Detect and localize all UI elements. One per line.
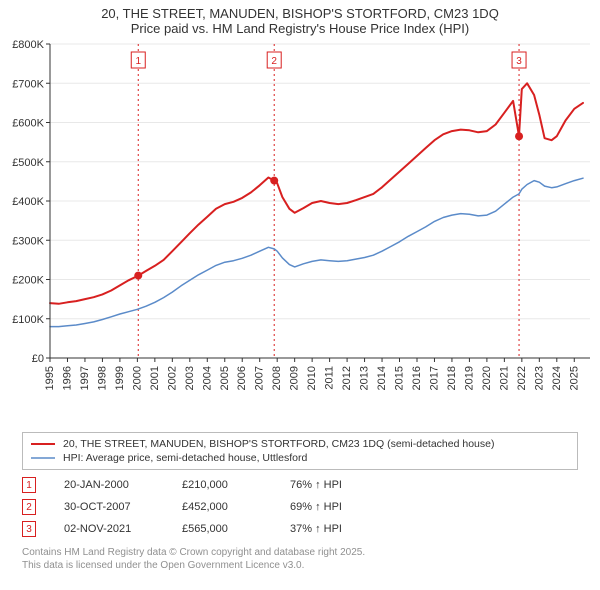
x-tick-label: 2022 (516, 366, 528, 390)
x-tick-label: 2010 (306, 366, 318, 390)
x-tick-label: 2017 (428, 366, 440, 390)
y-tick-label: £500K (12, 157, 44, 169)
x-tick-label: 2024 (551, 366, 563, 390)
x-tick-label: 2020 (481, 366, 493, 390)
x-tick-label: 2011 (324, 366, 336, 390)
x-tick-label: 2015 (394, 366, 406, 390)
svg-text:2: 2 (271, 56, 277, 67)
x-tick-label: 1997 (79, 366, 91, 390)
x-tick-label: 2019 (463, 366, 475, 390)
line-chart-svg: 1 2 3 £0 £100K £200K £300K £400K £500K £600K £700K… (0, 38, 600, 428)
event-date: 30-OCT-2007 (64, 501, 154, 513)
x-tick-label: 2007 (254, 366, 266, 390)
x-tick-label: 2008 (271, 366, 283, 390)
x-tick-label: 2021 (498, 366, 510, 390)
event-price: £452,000 (182, 501, 262, 513)
x-tick-label: 2023 (533, 366, 545, 390)
series-marker (134, 272, 142, 280)
x-tick-label: 2000 (131, 366, 143, 390)
footer-line-2: This data is licensed under the Open Gov… (22, 559, 578, 572)
event-number-box: 3 (22, 521, 36, 537)
x-tick-label: 2005 (219, 366, 231, 390)
event-date: 20-JAN-2000 (64, 479, 154, 491)
event-number-box: 1 (22, 477, 36, 493)
event-marker-1: 1 (131, 52, 145, 68)
x-tick-label: 2004 (201, 366, 213, 390)
footer-line-1: Contains HM Land Registry data © Crown c… (22, 546, 578, 559)
event-row: 1 20-JAN-2000 £210,000 76% ↑ HPI (22, 474, 578, 496)
y-tick-label: £700K (12, 78, 44, 90)
y-tick-label: £0 (32, 353, 44, 365)
event-hpi: 76% ↑ HPI (290, 479, 342, 491)
y-tick-label: £300K (12, 235, 44, 247)
legend-swatch (31, 453, 55, 463)
event-hpi: 37% ↑ HPI (290, 523, 342, 535)
x-tick-label: 2025 (568, 366, 580, 390)
event-date: 02-NOV-2021 (64, 523, 154, 535)
series-hpi (50, 178, 583, 326)
series-subject (50, 83, 583, 303)
y-tick-label: £800K (12, 39, 44, 51)
y-tick-label: £100K (12, 314, 44, 326)
event-row: 3 02-NOV-2021 £565,000 37% ↑ HPI (22, 518, 578, 540)
series-marker (515, 132, 523, 140)
event-marker-2: 2 (267, 52, 281, 68)
title-line-2: Price paid vs. HM Land Registry's House … (8, 21, 592, 36)
x-tick-label: 1995 (44, 366, 56, 390)
svg-text:3: 3 (516, 56, 522, 67)
x-tick-label: 1999 (114, 366, 126, 390)
legend-label: 20, THE STREET, MANUDEN, BISHOP'S STORTF… (63, 438, 494, 450)
events-table: 1 20-JAN-2000 £210,000 76% ↑ HPI 2 30-OCT-200… (22, 474, 578, 540)
title-line-1: 20, THE STREET, MANUDEN, BISHOP'S STORTF… (8, 6, 592, 21)
y-tick-label: £400K (12, 196, 44, 208)
x-tick-label: 2012 (341, 366, 353, 390)
x-tick-label: 1996 (61, 366, 73, 390)
event-marker-3: 3 (512, 52, 526, 68)
legend-label: HPI: Average price, semi-detached house,… (63, 452, 307, 464)
event-price: £565,000 (182, 523, 262, 535)
legend-item: HPI: Average price, semi-detached house,… (31, 451, 569, 465)
y-tick-label: £200K (12, 275, 44, 287)
x-tick-label: 2006 (236, 366, 248, 390)
x-tick-label: 2003 (184, 366, 196, 390)
x-tick-label: 2009 (289, 366, 301, 390)
x-tick-label: 2001 (149, 366, 161, 390)
chart-title: 20, THE STREET, MANUDEN, BISHOP'S STORTF… (0, 0, 600, 38)
x-tick-label: 2014 (376, 366, 388, 390)
event-row: 2 30-OCT-2007 £452,000 69% ↑ HPI (22, 496, 578, 518)
legend: 20, THE STREET, MANUDEN, BISHOP'S STORTF… (22, 432, 578, 470)
y-tick-label: £600K (12, 118, 44, 130)
series-marker (270, 177, 278, 185)
footer-attribution: Contains HM Land Registry data © Crown c… (22, 546, 578, 572)
x-tick-label: 2016 (411, 366, 423, 390)
event-price: £210,000 (182, 479, 262, 491)
event-hpi: 69% ↑ HPI (290, 501, 342, 513)
x-tick-label: 2013 (359, 366, 371, 390)
x-tick-label: 1998 (96, 366, 108, 390)
svg-text:1: 1 (135, 56, 141, 67)
x-tick-label: 2018 (446, 366, 458, 390)
legend-swatch (31, 439, 55, 449)
legend-item: 20, THE STREET, MANUDEN, BISHOP'S STORTF… (31, 437, 569, 451)
event-number-box: 2 (22, 499, 36, 515)
x-tick-label: 2002 (166, 366, 178, 390)
chart-area: 1 2 3 £0 £100K £200K £300K £400K £500K £600K £700K… (0, 38, 600, 428)
